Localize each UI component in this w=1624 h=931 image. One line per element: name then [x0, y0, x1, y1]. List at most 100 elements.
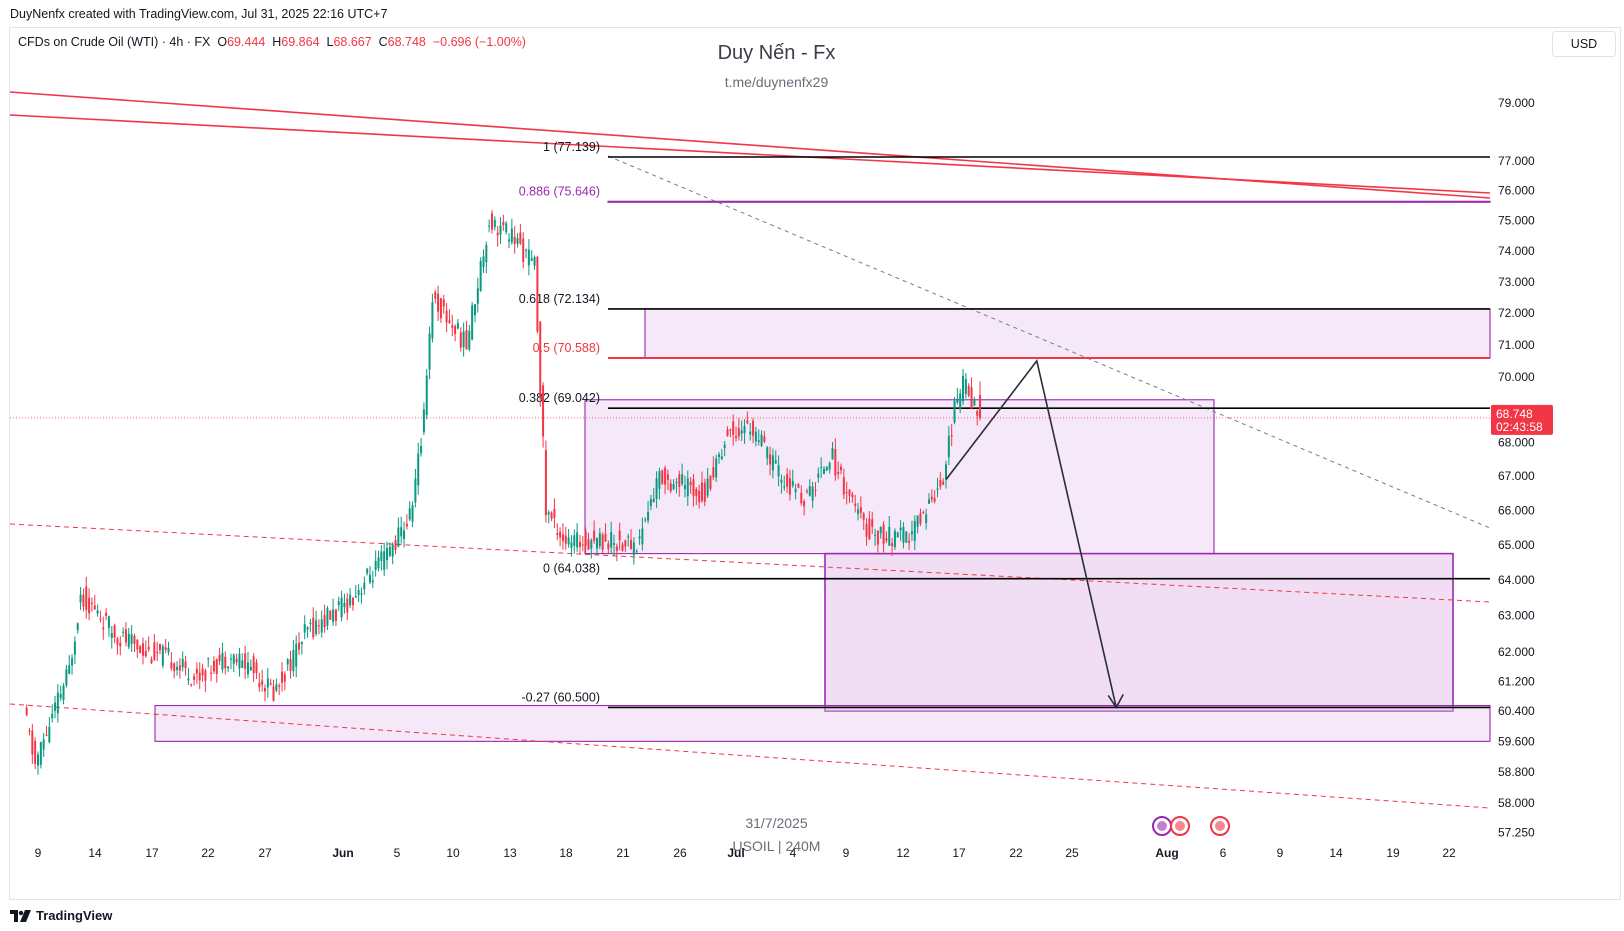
candle-body	[210, 672, 213, 674]
change-value: −0.696 (−1.00%)	[432, 35, 526, 49]
tradingview-brand[interactable]: TradingView	[10, 908, 112, 923]
candle-body	[763, 436, 766, 442]
price-tick-label: 74.000	[1498, 244, 1535, 258]
candle-body	[445, 310, 448, 323]
candle-body	[212, 660, 215, 672]
candle-body	[351, 597, 354, 606]
candle-body	[371, 580, 374, 583]
price-tick-label: 61.200	[1498, 674, 1535, 688]
flag-icon	[1175, 821, 1185, 831]
candle-body	[59, 693, 62, 699]
fib-label: 0.382 (69.042)	[519, 391, 600, 405]
candle-body	[715, 458, 718, 478]
high-label: H	[272, 35, 282, 49]
candle-body	[82, 594, 85, 607]
candle-body	[786, 474, 789, 487]
time-tick-label: 22	[201, 846, 215, 860]
candle-body	[261, 680, 264, 685]
candle-body	[766, 447, 769, 459]
candle-body	[482, 256, 485, 268]
fib-label: 1 (77.139)	[543, 140, 600, 154]
candle-body	[377, 557, 380, 569]
candle-body	[323, 615, 326, 628]
candle-body	[332, 609, 335, 622]
currency-button[interactable]: USD	[1552, 31, 1616, 57]
candle-body	[485, 244, 488, 263]
candle-body	[814, 489, 817, 491]
time-tick-label: 14	[88, 846, 102, 860]
zone-box	[154, 704, 1491, 742]
candle-body	[661, 470, 664, 484]
candle-body	[936, 488, 939, 490]
candle-body	[874, 534, 877, 536]
price-tick-label: 64.000	[1498, 573, 1535, 587]
candle-body	[479, 260, 482, 291]
candle-body	[281, 671, 284, 683]
candle-body	[153, 642, 156, 660]
candle-body	[615, 546, 618, 552]
time-tick-label: 6	[1220, 846, 1227, 860]
flag-icon	[1157, 821, 1167, 831]
time-tick-label: 12	[896, 846, 910, 860]
candle-body	[976, 411, 979, 416]
candle-body	[522, 238, 525, 262]
candle-body	[403, 530, 406, 540]
symbol-legend: CFDs on Crude Oil (WTI) · 4h · FX O69.44…	[18, 35, 526, 49]
candle-body	[502, 221, 505, 226]
candle-body	[417, 453, 420, 486]
candle-body	[641, 528, 644, 545]
candle-body	[315, 620, 318, 634]
candle-body	[102, 627, 105, 630]
candle-body	[193, 676, 196, 680]
price-tick-label: 77.000	[1498, 154, 1535, 168]
candle-body	[235, 658, 238, 663]
candle-body	[465, 329, 468, 350]
fib-layer: 1 (77.139) 0.886 (75.646) 0.618 (72.134) 0.…	[519, 140, 1490, 709]
candle-body	[303, 624, 306, 633]
time-tick-label: 25	[1065, 846, 1079, 860]
candle-body	[456, 322, 459, 329]
time-tick-label: Aug	[1155, 846, 1178, 860]
candle-body	[791, 480, 794, 486]
candle-body	[343, 602, 346, 607]
candle-body	[769, 454, 772, 465]
time-tick-label: 14	[1329, 846, 1343, 860]
candle-body	[374, 560, 377, 570]
price-tick-label: 79.000	[1498, 96, 1535, 110]
candle-body	[581, 544, 584, 546]
candle-body	[553, 508, 556, 518]
close-value: 68.748	[387, 35, 426, 49]
candle-body	[113, 625, 116, 638]
symbol-title[interactable]: CFDs on Crude Oil (WTI) · 4h · FX	[18, 35, 211, 49]
candle-body	[598, 533, 601, 547]
candle-body	[96, 610, 99, 614]
candle-body	[559, 531, 562, 538]
chart-frame	[9, 27, 1621, 900]
candle-body	[879, 527, 882, 534]
candle-body	[141, 643, 144, 656]
low-label: L	[326, 35, 334, 49]
candle-body	[144, 650, 147, 657]
candle-body	[794, 488, 797, 493]
candle-body	[207, 658, 210, 660]
candle-body	[539, 321, 542, 397]
candle-body	[249, 666, 252, 671]
candle-body	[34, 740, 37, 764]
candle-body	[264, 687, 266, 692]
candle-body	[187, 678, 190, 681]
time-tick-label: 5	[394, 846, 401, 860]
candle-body	[215, 658, 218, 674]
candle-body	[893, 530, 896, 548]
candle-body	[882, 524, 885, 544]
candle-body	[468, 330, 471, 350]
candle-body	[496, 232, 499, 236]
candle-body	[368, 574, 371, 583]
candle-body	[630, 539, 633, 549]
candle-body	[73, 641, 76, 655]
candle-body	[283, 674, 286, 682]
candle-body	[947, 436, 950, 458]
candle-body	[720, 456, 723, 459]
flag-icon	[1215, 821, 1225, 831]
candle-body	[159, 644, 162, 651]
